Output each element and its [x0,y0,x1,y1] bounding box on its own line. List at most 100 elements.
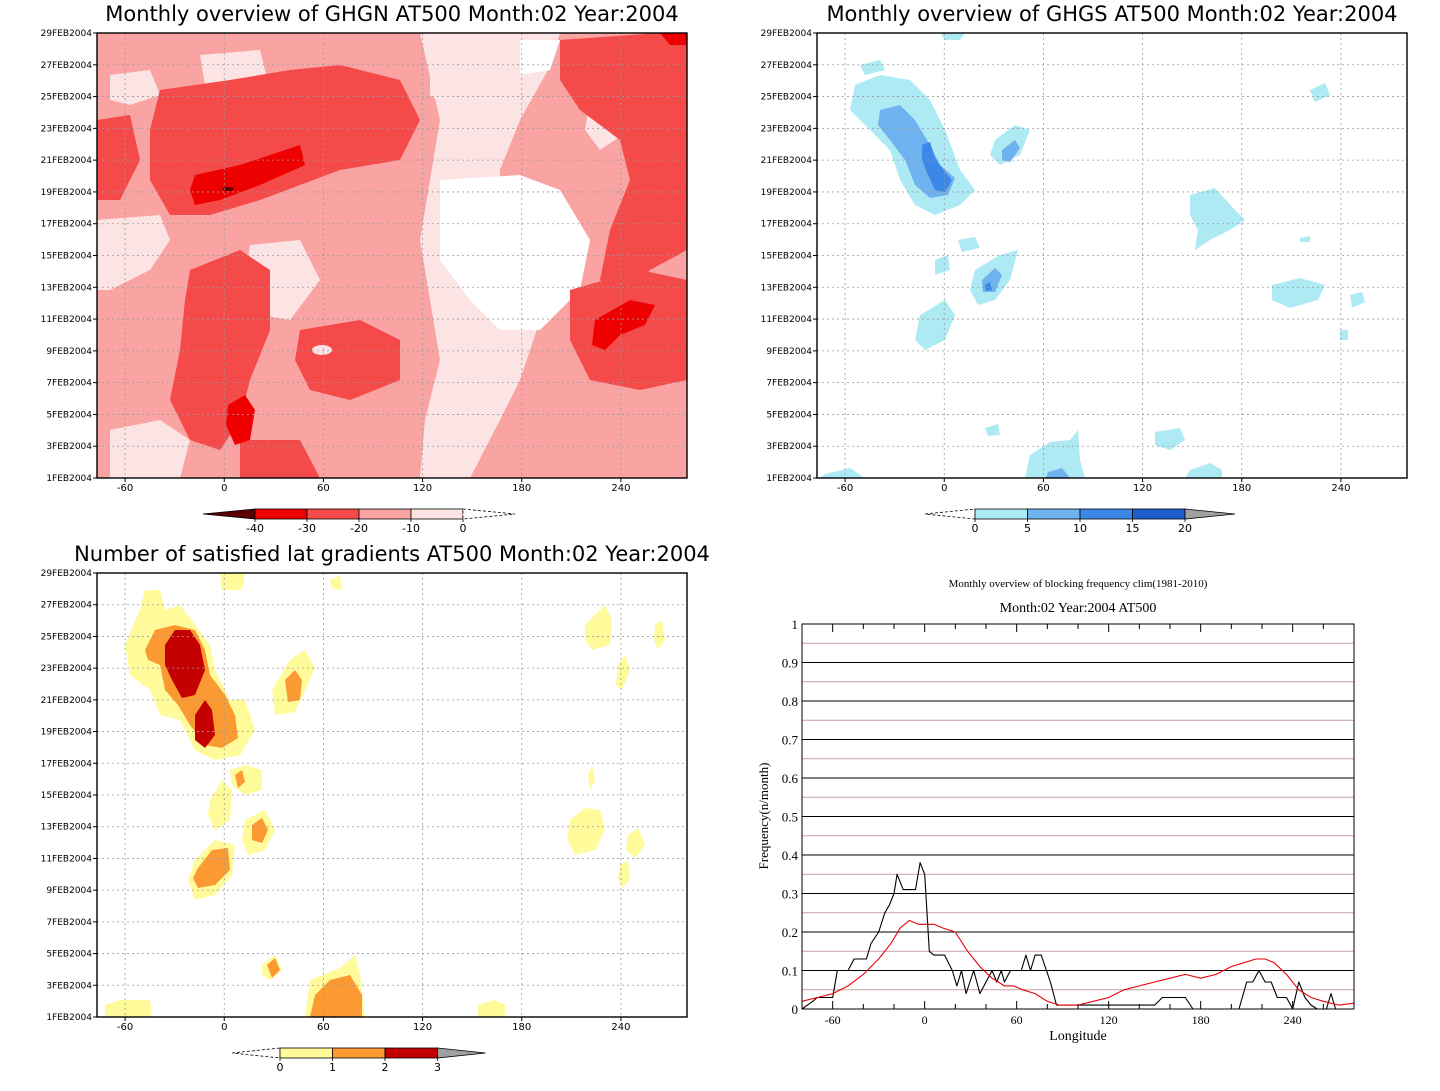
ghgs-ytick-label: 1FEB2004 [766,474,812,484]
ghgn-ytick-label: 5FEB2004 [46,410,92,420]
ghgs-ytick-label: 9FEB2004 [766,347,812,357]
ghgn-medium-region [97,115,140,200]
ghgs-level-1 [1190,188,1245,250]
ghgn-colorbar-arrow [202,508,256,520]
lat-level-0 [654,620,665,650]
ghgn-colorbar-label: -20 [350,522,368,535]
freq-xtick-label: -60 [825,1013,841,1027]
lat-ytick-label: 21FEB2004 [41,696,93,706]
freq-ytick-label: 0.2 [782,925,798,940]
freq-xtick-label: 60 [1011,1013,1023,1027]
freq-ytick-label: 0.4 [782,848,799,863]
ghgn-light-region [520,40,560,75]
ghgs-ytick-label: 15FEB2004 [761,252,813,262]
ghgs-colorbar-segment [1079,508,1133,520]
ghgs-level-1 [1300,236,1310,242]
ghgs-ytick-label: 27FEB2004 [761,61,813,71]
ghgn-ytick-label: 13FEB2004 [41,283,93,293]
ghgs-level-1 [1272,278,1325,308]
ghgs-level-1 [1185,463,1222,478]
lat-xtick-label: 240 [611,1022,630,1033]
lat-ytick-label: 19FEB2004 [41,728,93,738]
ghgn-ytick-label: 19FEB2004 [41,188,93,198]
ghgs-colorbar-segment [1027,508,1081,520]
ghgs-colorbar-arrow [924,508,976,520]
ghgn-ytick-label: 21FEB2004 [41,156,93,166]
ghgs-ytick-label: 29FEB2004 [761,29,813,39]
ghgn-colorbar-segment [306,508,360,520]
ghgs-grid [817,33,1407,478]
lat-ytick-label: 7FEB2004 [46,918,92,928]
lat-xticks: -60 0 60 120 180 240 [117,1017,630,1033]
lat-level-0 [618,860,630,888]
ghgs-xtick-label: 120 [1133,483,1152,494]
ghgs-title: Monthly overview of GHGS AT500 Month:02 … [826,2,1397,26]
freq-ytick-label: 0.7 [782,733,799,748]
ghgs-level-1 [915,300,955,350]
lat-level-0 [567,808,605,855]
ghgn-colorbar-label: -40 [246,522,264,535]
ghgs-ytick-label: 19FEB2004 [761,188,813,198]
freq-subtitle: Month:02 Year:2004 AT500 [1000,601,1157,616]
freq-ytick-label: 0 [792,1002,799,1017]
ghgs-ytick-label: 25FEB2004 [761,93,813,103]
freq-series-line-black [801,862,1354,1010]
ghgs-ytick-label: 3FEB2004 [766,442,812,452]
ghgn-strong-region [190,145,305,205]
lat-level-2 [195,700,215,748]
ghgs-ytick-label: 7FEB2004 [766,379,812,389]
ghgs-level-2 [1046,468,1070,478]
lat-level-1 [193,848,230,888]
ghgs-colorbar-label: 10 [1073,522,1087,535]
ghgn-xtick-label: 180 [512,483,531,494]
ghgs-xticks: -60 0 60 120 180 240 [837,478,1350,494]
lat-ytick-label: 13FEB2004 [41,823,93,833]
lat-level-1 [267,958,280,978]
ghgn-xtick-label: 240 [611,483,630,494]
ghgs-level-1 [1025,430,1085,478]
ghgn-colorbar: -40 -30 -20 -10 0 [202,508,516,535]
lat-ytick-label: 1FEB2004 [46,1013,92,1023]
lat-ytick-label: 29FEB2004 [41,569,93,579]
lat-colorbar-segment [332,1047,386,1059]
lat-colorbar-label: 2 [382,1061,389,1074]
ghgn-ytick-label: 29FEB2004 [41,29,93,39]
ghgn-colorbar-segment [410,508,464,520]
ghgs-panel: Monthly overview of GHGS AT500 Month:02 … [761,2,1408,535]
ghgn-colorbar-segment [254,508,308,520]
lat-ytick-label: 15FEB2004 [41,791,93,801]
ghgn-ytick-label: 23FEB2004 [41,124,93,134]
ghgs-xtick-label: 240 [1331,483,1350,494]
ghgn-ytick-label: 25FEB2004 [41,93,93,103]
ghgn-min-spot [222,187,234,191]
freq-series-line-red [801,919,1355,1006]
ghgn-light-region [110,420,190,478]
lat-level-0 [588,765,595,790]
lat-colorbar-label: 0 [277,1061,284,1074]
lat-level-0 [230,765,262,795]
lat-colorbar-segment [279,1047,333,1059]
freq-xtick-label: 180 [1192,1013,1210,1027]
freq-ytick-label: 0.6 [782,771,799,786]
freq-ytick-label: 0.5 [782,810,798,825]
freq-xticks: -60 0 60 120 180 240 [801,624,1355,1027]
lat-ytick-label: 5FEB2004 [46,950,92,960]
lat-xtick-label: 120 [413,1022,432,1033]
freq-ytick-label: 0.1 [782,964,798,979]
lat-ytick-label: 3FEB2004 [46,981,92,991]
lat-xtick-label: 0 [221,1022,227,1033]
ghgn-panel: Monthly overview of GHGN AT500 Month:02 … [41,2,688,535]
ghgs-level-1 [985,424,1000,436]
ghgs-level-1 [1350,292,1365,308]
ghgn-strong-region [226,395,255,445]
freq-ytick-label: 0.8 [782,694,798,709]
ghgn-ytick-label: 9FEB2004 [46,347,92,357]
ghgs-level-1 [1310,83,1330,102]
lat-ytick-label: 25FEB2004 [41,632,93,642]
ghgn-xtick-label: 0 [221,483,227,494]
lat-ytick-label: 11FEB2004 [41,854,93,864]
ghgs-colorbar-arrow [1184,508,1236,520]
freq-xtick-label: 120 [1100,1013,1118,1027]
lat-xtick-label: 60 [317,1022,330,1033]
lat-colorbar-label: 3 [434,1061,441,1074]
